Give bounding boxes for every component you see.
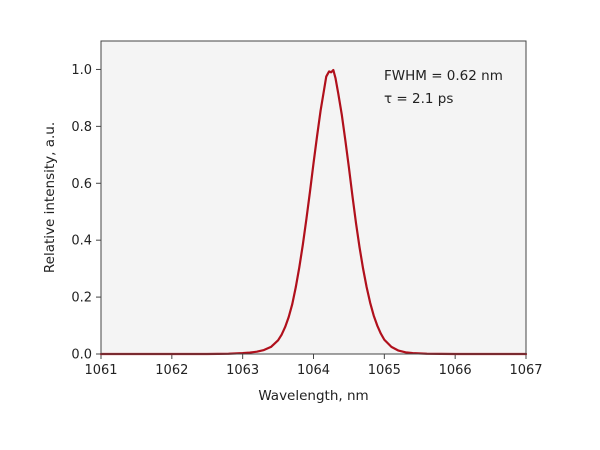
y-tick-label: 0.8 xyxy=(71,120,92,135)
plot-frame xyxy=(100,40,527,355)
y-axis-ticks: 0.0 0.2 0.4 0.6 0.8 1.0 xyxy=(71,63,101,363)
x-axis-title: Wavelength, nm xyxy=(258,388,368,404)
fwhm-annotation: FWHM = 0.62 nm xyxy=(384,68,503,84)
pulse-duration-annotation: τ = 2.1 ps xyxy=(384,91,453,107)
x-tick-label: 1065 xyxy=(368,363,401,378)
y-tick-label: 0.4 xyxy=(71,234,92,249)
spectrum-line xyxy=(99,68,528,356)
y-tick-label: 0.6 xyxy=(71,177,92,192)
series-layer xyxy=(99,68,528,356)
x-tick-label: 1064 xyxy=(297,363,330,378)
plot-area xyxy=(101,41,526,354)
x-tick-label: 1067 xyxy=(509,363,542,378)
y-tick-label: 0.2 xyxy=(71,291,92,306)
x-tick-label: 1061 xyxy=(84,363,117,378)
y-tick-label: 1.0 xyxy=(71,63,92,78)
x-tick-label: 1062 xyxy=(155,363,188,378)
y-tick-label: 0.0 xyxy=(71,348,92,363)
x-tick-label: 1066 xyxy=(439,363,472,378)
x-axis-ticks: 1061 1062 1063 1064 1065 1066 1067 xyxy=(84,354,543,378)
y-axis-title: Relative intensity, a.u. xyxy=(42,122,58,273)
x-tick-label: 1063 xyxy=(226,363,259,378)
